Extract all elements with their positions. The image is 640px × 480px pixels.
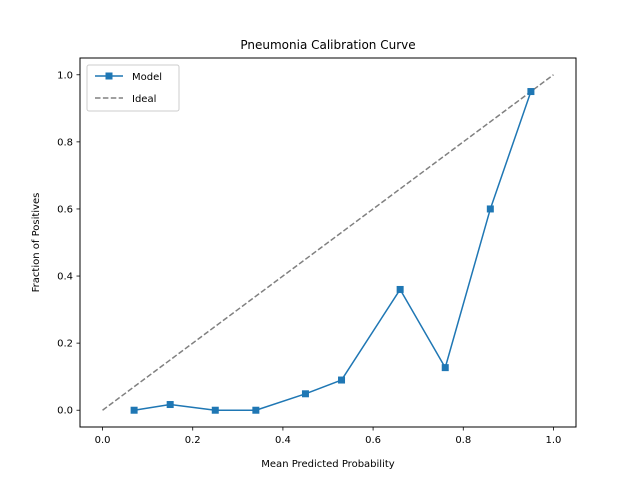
legend-ideal-label: Ideal (132, 94, 156, 105)
x-tick-label: 0.0 (95, 435, 111, 446)
y-axis-label: Fraction of Positives (31, 193, 42, 293)
legend-model-label: Model (132, 72, 162, 83)
x-tick-label: 0.2 (185, 435, 201, 446)
x-tick-label: 1.0 (546, 435, 562, 446)
model-point (252, 406, 260, 414)
model-point (486, 205, 494, 213)
y-tick-label: 0.2 (57, 339, 73, 350)
model-series (130, 88, 535, 414)
model-point (211, 406, 219, 414)
x-axis-ticks: 0.0 0.2 0.4 0.6 0.8 1.0 (95, 427, 562, 446)
y-axis-ticks: 0.0 0.2 0.4 0.6 0.8 1.0 (57, 70, 80, 417)
x-tick-label: 0.8 (455, 435, 471, 446)
y-tick-label: 1.0 (57, 70, 73, 81)
y-tick-label: 0.6 (57, 204, 73, 215)
y-tick-label: 0.8 (57, 137, 73, 148)
x-tick-label: 0.6 (365, 435, 381, 446)
model-point (396, 285, 404, 293)
ideal-line (102, 74, 554, 411)
model-line (133, 91, 532, 411)
legend: Model Ideal (86, 64, 180, 112)
model-point (441, 364, 449, 372)
ideal-series (102, 74, 554, 411)
x-tick-label: 0.4 (275, 435, 291, 446)
chart-title: Pneumonia Calibration Curve (240, 38, 415, 52)
y-tick-label: 0.4 (57, 272, 73, 283)
model-point (338, 376, 346, 384)
legend-model-marker (105, 72, 113, 80)
plot-frame (79, 57, 577, 428)
y-tick-label: 0.0 (57, 406, 73, 417)
model-point (527, 88, 535, 96)
x-axis-label: Mean Predicted Probability (261, 459, 394, 470)
model-point (166, 401, 174, 409)
model-point (130, 406, 138, 414)
model-point (301, 390, 309, 398)
